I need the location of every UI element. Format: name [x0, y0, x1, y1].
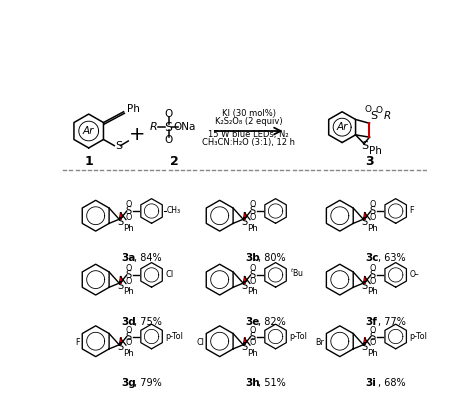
- Text: O: O: [375, 107, 383, 115]
- Text: S: S: [164, 121, 172, 134]
- Text: p-Tol: p-Tol: [165, 332, 183, 341]
- Text: R: R: [383, 111, 391, 121]
- Text: S: S: [361, 281, 367, 291]
- Text: Ph: Ph: [367, 349, 378, 358]
- Text: Ar: Ar: [337, 122, 348, 132]
- Text: Br: Br: [315, 338, 324, 347]
- Text: O: O: [369, 200, 375, 209]
- Text: 3: 3: [365, 155, 374, 168]
- Text: , 82%: , 82%: [258, 316, 285, 326]
- Text: 2: 2: [170, 155, 178, 168]
- Text: O: O: [164, 135, 173, 145]
- Text: 3b: 3b: [245, 252, 260, 263]
- Text: S: S: [249, 331, 255, 342]
- Text: 3d: 3d: [121, 316, 136, 326]
- Text: CH₃: CH₃: [166, 206, 181, 216]
- Text: ONa: ONa: [173, 122, 196, 132]
- Text: S: S: [370, 111, 377, 121]
- Text: O: O: [369, 338, 375, 347]
- Text: , 63%: , 63%: [378, 252, 405, 263]
- Text: O: O: [365, 105, 372, 114]
- Text: R: R: [150, 122, 158, 132]
- Text: O: O: [125, 213, 131, 222]
- Text: O: O: [369, 213, 375, 222]
- Text: O: O: [125, 326, 131, 335]
- Text: S: S: [117, 281, 123, 291]
- Text: , 68%: , 68%: [378, 378, 405, 388]
- Text: F: F: [75, 338, 80, 347]
- Text: O: O: [125, 338, 131, 347]
- Text: O: O: [249, 277, 255, 285]
- Text: , 51%: , 51%: [258, 378, 285, 388]
- Text: Ph: Ph: [247, 224, 258, 232]
- Text: , 80%: , 80%: [258, 252, 285, 263]
- Text: KI (30 mol%): KI (30 mol%): [222, 109, 276, 118]
- Text: , 84%: , 84%: [134, 252, 161, 263]
- Text: S: S: [125, 270, 131, 280]
- Text: Ph: Ph: [247, 288, 258, 296]
- Text: O: O: [249, 264, 255, 273]
- Text: S: S: [241, 281, 247, 291]
- Text: Ph: Ph: [123, 349, 134, 358]
- Text: Ar: Ar: [83, 126, 94, 136]
- Text: Cl: Cl: [196, 338, 204, 347]
- Text: O: O: [369, 264, 375, 273]
- Text: Ph: Ph: [369, 146, 382, 156]
- Text: 3c: 3c: [365, 252, 379, 263]
- Text: S: S: [361, 141, 368, 151]
- Text: S: S: [369, 331, 375, 342]
- Text: O: O: [164, 109, 173, 119]
- Text: S: S: [241, 342, 247, 352]
- Text: 3i: 3i: [365, 378, 376, 388]
- Text: O: O: [125, 200, 131, 209]
- Text: F: F: [410, 206, 414, 216]
- Text: , 75%: , 75%: [134, 316, 162, 326]
- Text: 3e: 3e: [245, 316, 260, 326]
- Text: Ph: Ph: [123, 288, 134, 296]
- Text: , 79%: , 79%: [134, 378, 162, 388]
- Text: 3f: 3f: [365, 316, 377, 326]
- Text: 1: 1: [84, 155, 93, 168]
- Text: S: S: [117, 342, 123, 352]
- Text: O: O: [369, 326, 375, 335]
- Text: CH₃CN:H₂O (3:1), 12 h: CH₃CN:H₂O (3:1), 12 h: [202, 138, 295, 147]
- Text: O: O: [125, 264, 131, 273]
- Text: Ph: Ph: [127, 104, 139, 114]
- Text: S: S: [241, 217, 247, 227]
- Text: O: O: [249, 200, 255, 209]
- Text: S: S: [117, 217, 123, 227]
- Text: S: S: [125, 206, 131, 216]
- Text: p-Tol: p-Tol: [410, 332, 428, 341]
- Text: S: S: [369, 270, 375, 280]
- Text: S: S: [115, 140, 122, 150]
- Text: 3g: 3g: [121, 378, 136, 388]
- Text: S: S: [249, 270, 255, 280]
- Text: Ph: Ph: [123, 224, 134, 232]
- Text: O: O: [249, 338, 255, 347]
- Text: $^t$Bu: $^t$Bu: [290, 266, 303, 279]
- Text: , 77%: , 77%: [378, 316, 406, 326]
- Text: O: O: [249, 326, 255, 335]
- Text: S: S: [361, 217, 367, 227]
- Text: S: S: [361, 342, 367, 352]
- Text: O: O: [125, 277, 131, 285]
- Text: 3h: 3h: [245, 378, 260, 388]
- Text: S: S: [369, 206, 375, 216]
- Text: Cl: Cl: [165, 270, 173, 279]
- Text: p-Tol: p-Tol: [290, 332, 307, 341]
- Text: Ph: Ph: [367, 224, 378, 232]
- Text: S: S: [125, 331, 131, 342]
- Text: O: O: [369, 277, 375, 285]
- Text: +: +: [128, 125, 145, 144]
- Text: 3a: 3a: [121, 252, 136, 263]
- Text: O–: O–: [410, 270, 419, 279]
- Text: K₂S₂O₈ (2 equiv): K₂S₂O₈ (2 equiv): [215, 117, 283, 125]
- Text: S: S: [249, 206, 255, 216]
- Text: O: O: [249, 213, 255, 222]
- Text: Ph: Ph: [367, 288, 378, 296]
- Text: Ph: Ph: [247, 349, 258, 358]
- Text: 15 W blue LEDs, N₂: 15 W blue LEDs, N₂: [209, 130, 289, 139]
